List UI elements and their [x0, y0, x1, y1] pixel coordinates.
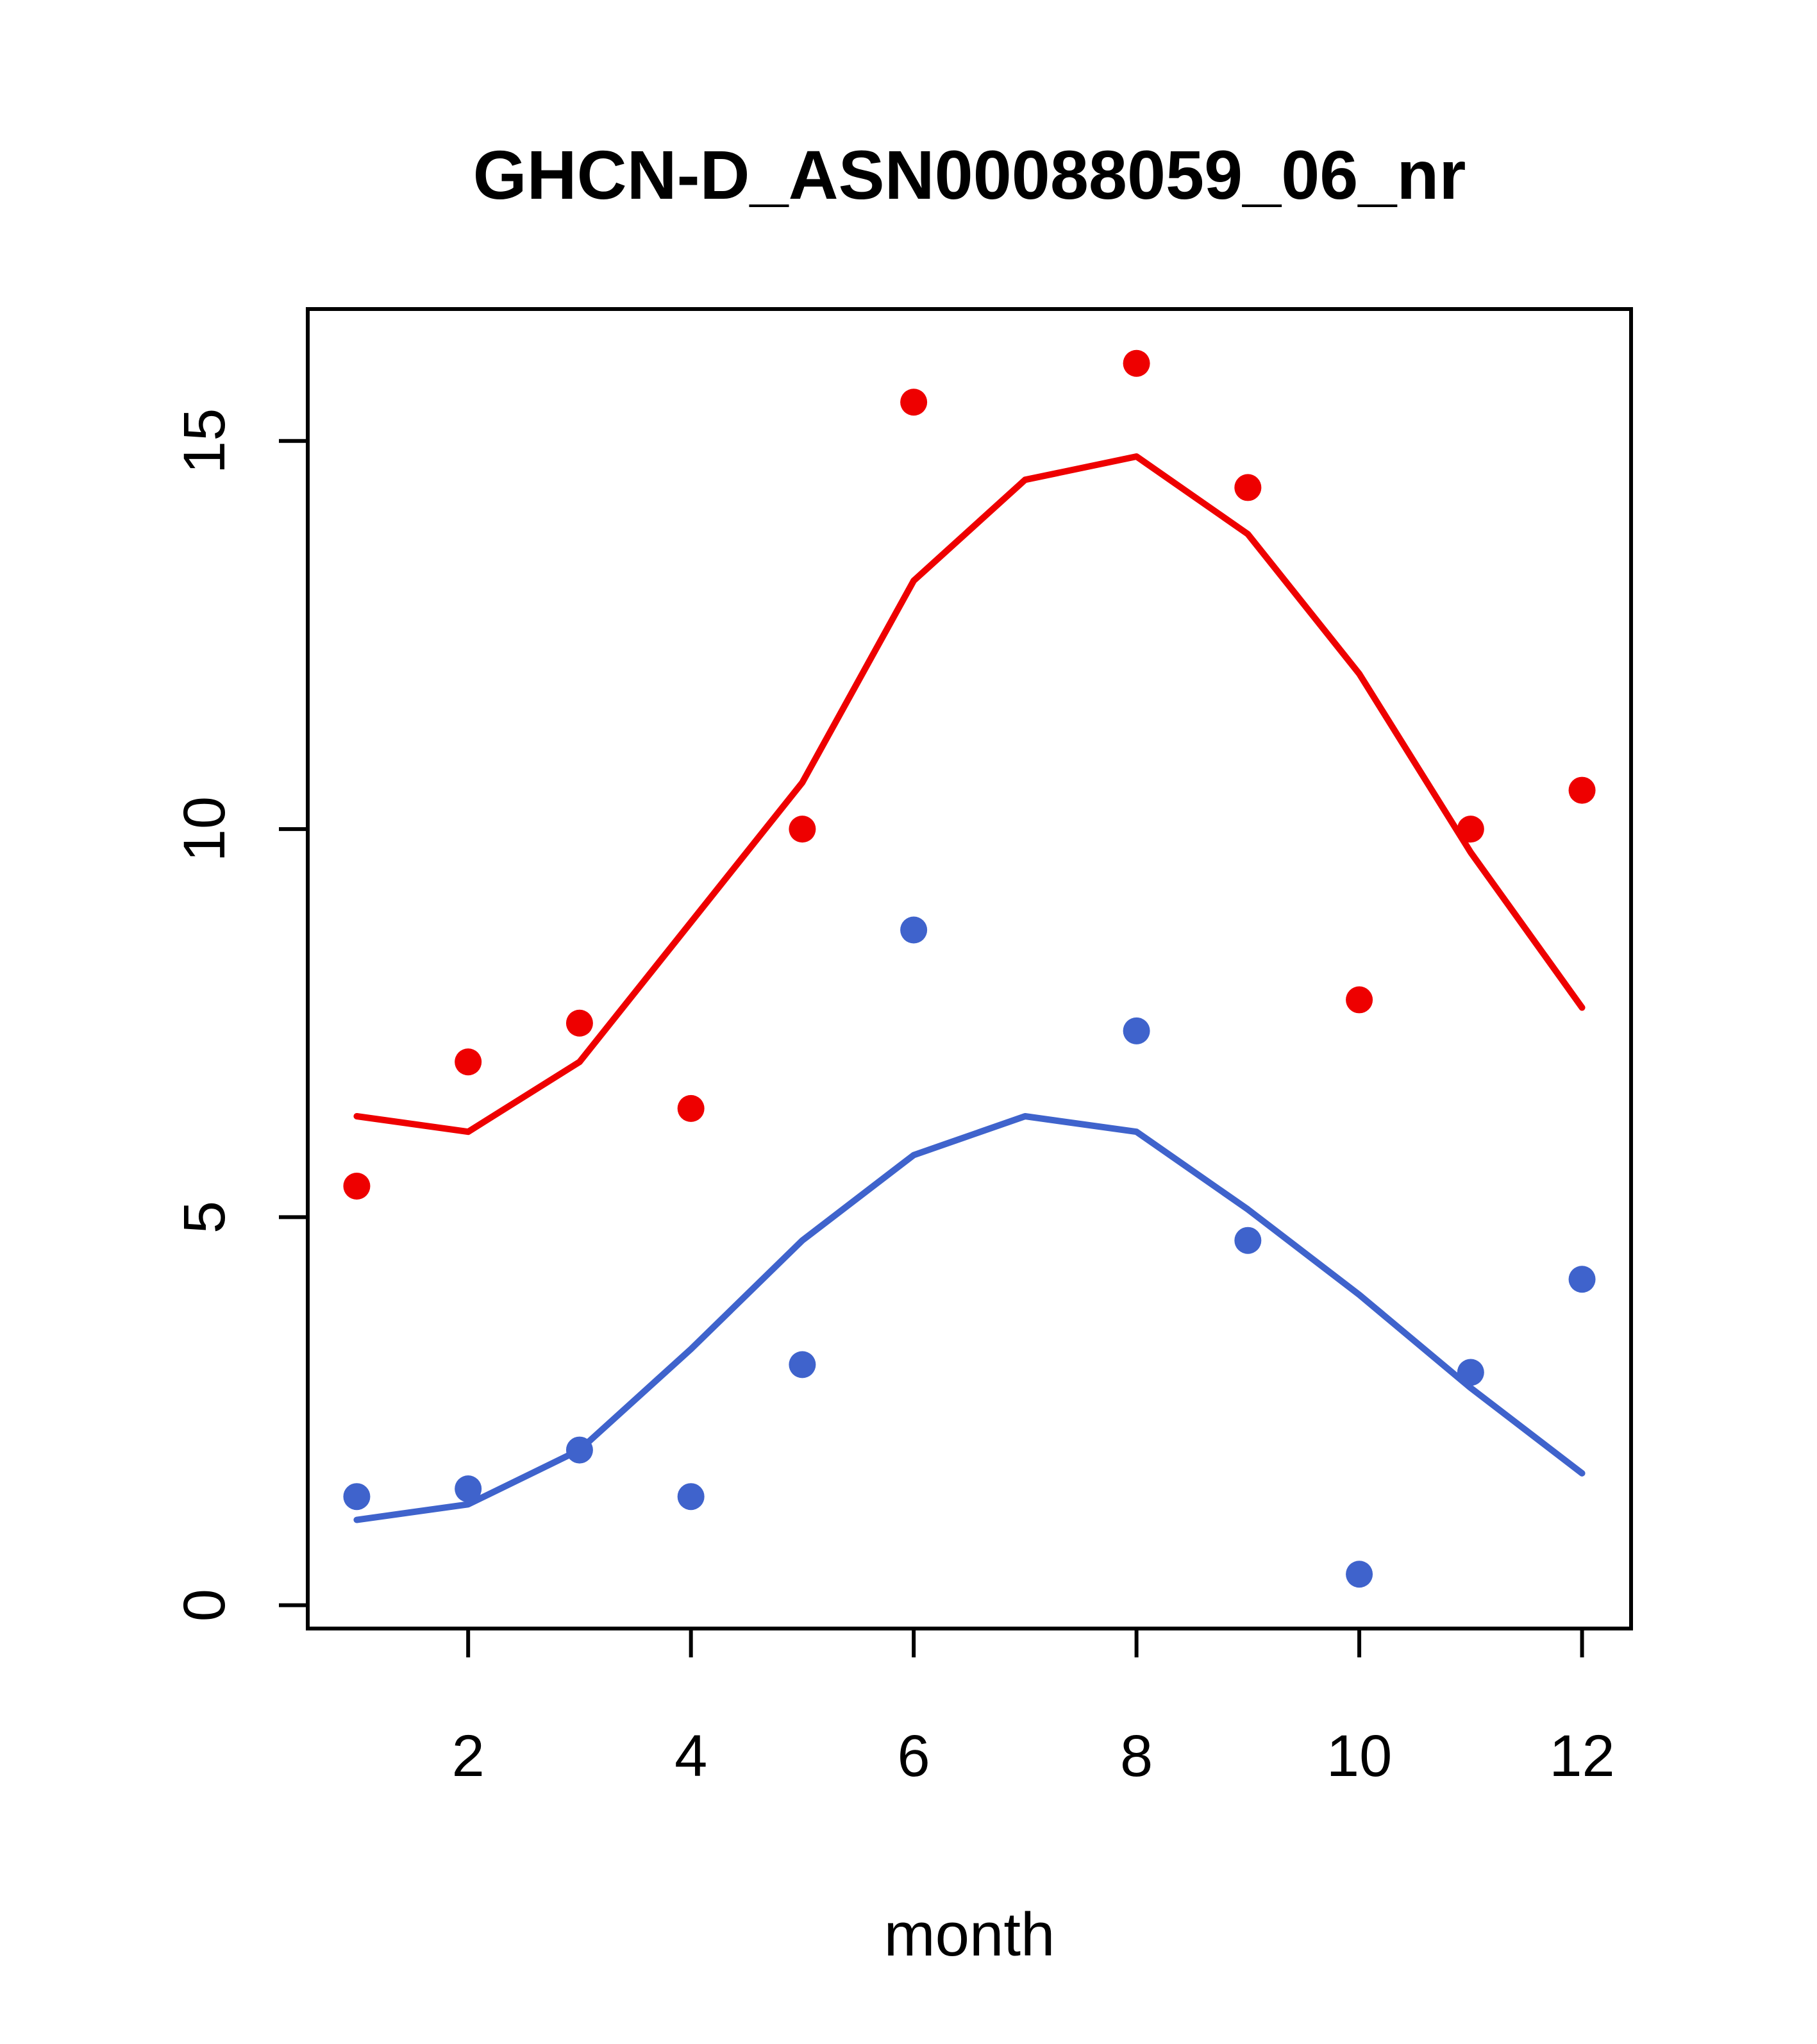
blue-points-point — [789, 1351, 816, 1378]
y-tick-label: 0 — [172, 1589, 237, 1621]
x-tick-label: 6 — [898, 1723, 930, 1789]
red-points-point — [565, 1009, 593, 1037]
blue-points-point — [1234, 1227, 1262, 1254]
plot-border — [306, 307, 1633, 1630]
x-tick-label: 4 — [674, 1723, 707, 1789]
red-trend-line — [353, 453, 1586, 1135]
y-tick-label: 10 — [172, 796, 237, 862]
red-points-point — [789, 816, 816, 843]
y-tick-label: 5 — [172, 1201, 237, 1234]
red-points-point — [1346, 986, 1373, 1014]
y-tick-label: 15 — [172, 408, 237, 474]
x-tick-label: 12 — [1549, 1723, 1614, 1789]
x-axis-label: month — [884, 1900, 1055, 1969]
blue-points-point — [677, 1483, 705, 1511]
red-points-point — [1123, 349, 1150, 377]
red-points-point — [455, 1048, 482, 1076]
x-tick-label: 2 — [452, 1723, 485, 1789]
red-points-point — [1568, 776, 1596, 804]
x-tick-label: 8 — [1120, 1723, 1153, 1789]
blue-points-point — [900, 916, 928, 944]
blue-points-point — [343, 1483, 371, 1511]
x-tick-label: 10 — [1327, 1723, 1392, 1789]
chart-title: GHCN-D_ASN00088059_06_nr — [473, 136, 1466, 214]
blue-points-point — [1568, 1266, 1596, 1293]
axes-layer: 2 4 6 8 10 12 0 5 10 15 — [172, 408, 1615, 1789]
blue-points-point — [565, 1436, 593, 1464]
blue-points-point — [1123, 1017, 1150, 1044]
blue-points-point — [455, 1475, 482, 1503]
blue-points-point — [1346, 1561, 1373, 1588]
red-points-point — [677, 1094, 705, 1122]
blue-trend-line — [353, 1113, 1586, 1523]
data-layer — [343, 349, 1596, 1588]
red-points-point — [1457, 816, 1484, 843]
red-points-point — [900, 389, 928, 416]
blue-points-point — [1457, 1359, 1484, 1386]
red-points-point — [1234, 474, 1262, 501]
red-points-point — [343, 1172, 371, 1200]
